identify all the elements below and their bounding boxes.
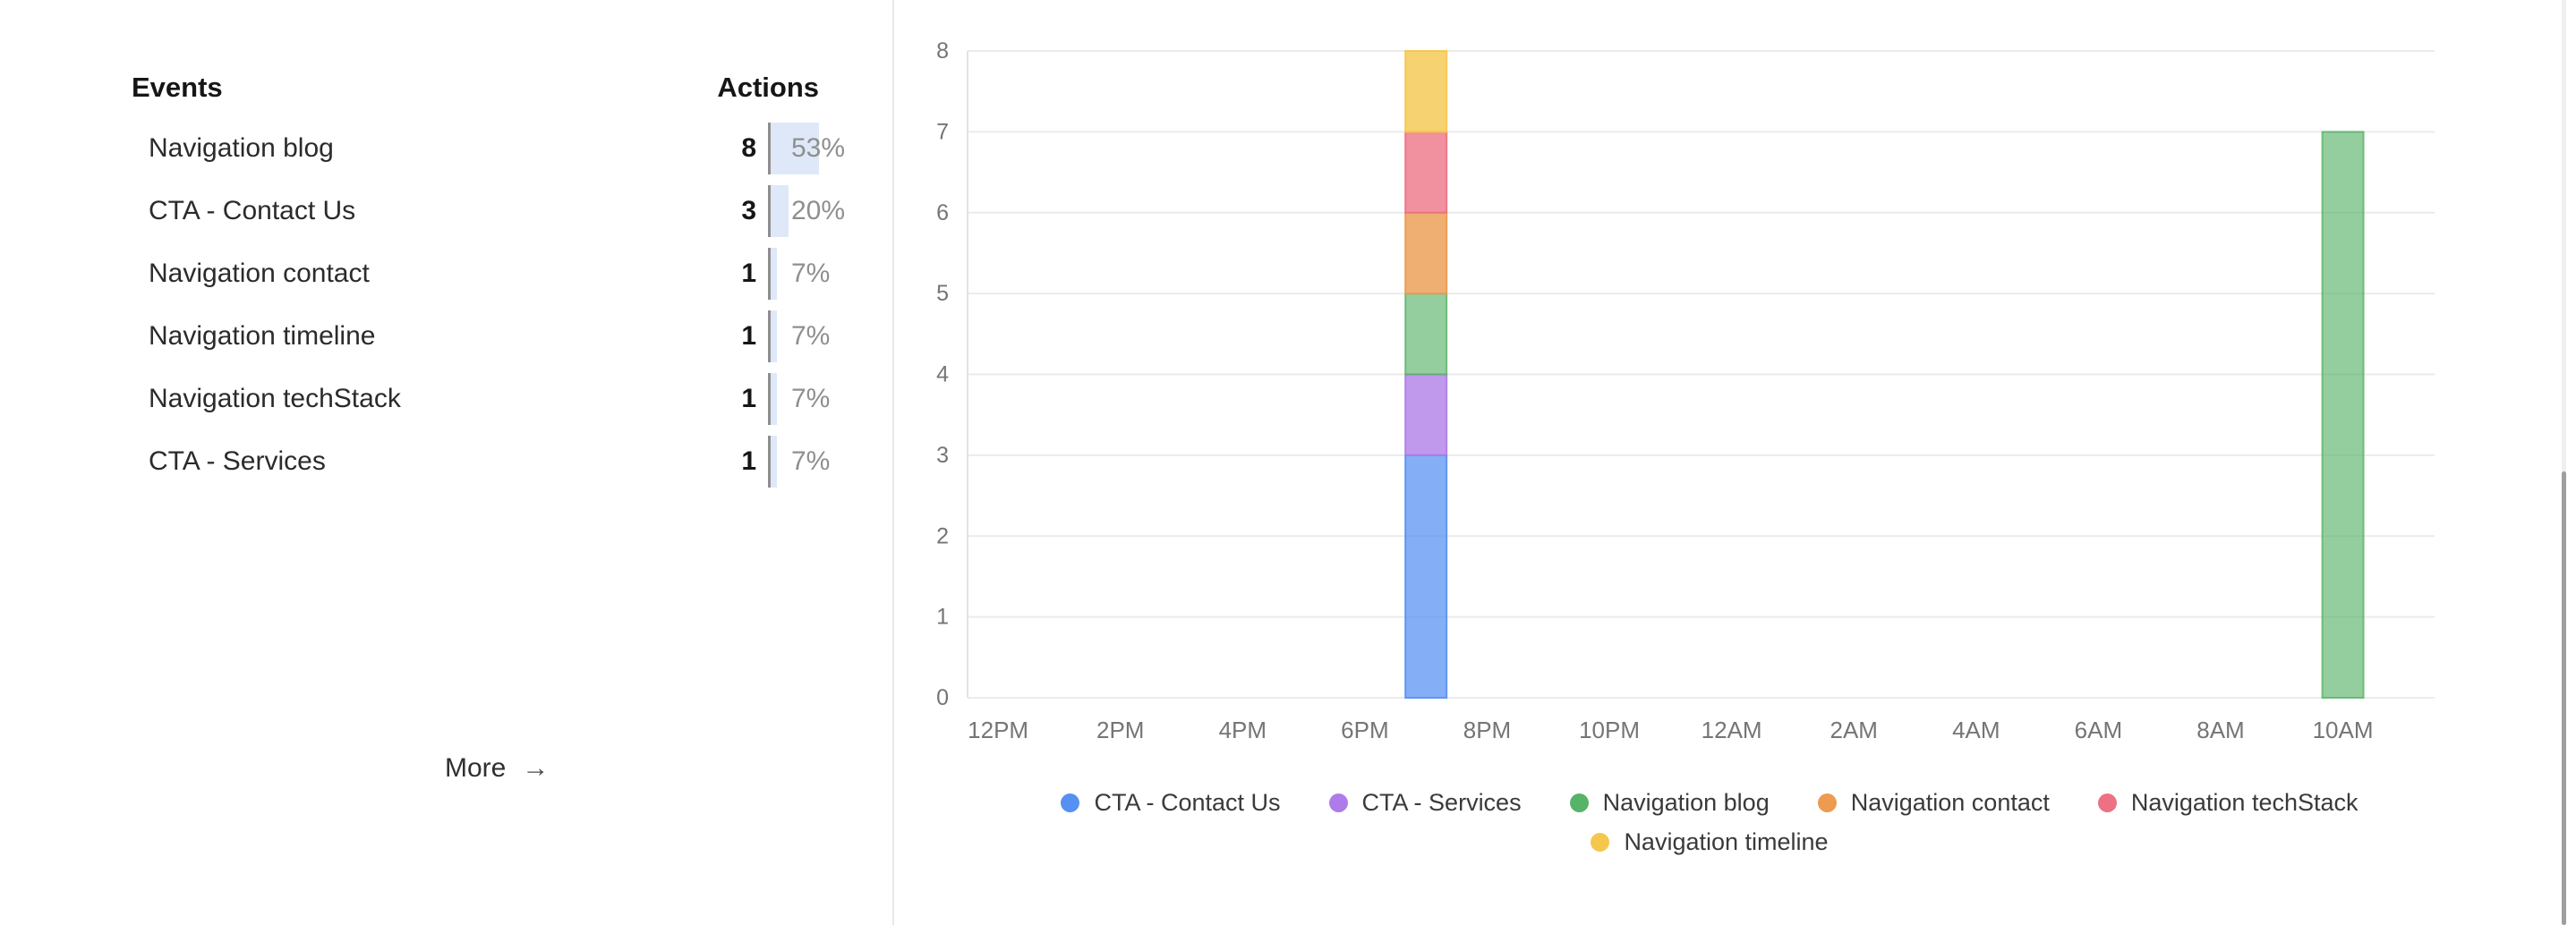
table-row: Navigation contact 1 7%	[132, 247, 848, 301]
actions-column-header: Actions	[717, 72, 819, 103]
event-name: CTA - Contact Us	[149, 196, 356, 225]
legend-label: Navigation techStack	[2130, 788, 2358, 816]
event-name: Navigation contact	[149, 259, 370, 288]
percent-bar-track: 7%	[768, 373, 851, 425]
table-row: Navigation techStack 1 7%	[132, 372, 848, 426]
x-axis-tick-label: 8AM	[2196, 717, 2244, 743]
event-name: Navigation techStack	[149, 384, 401, 413]
scrollbar-thumb[interactable]	[2562, 471, 2566, 925]
legend-item[interactable]: Navigation blog	[1569, 784, 1770, 821]
y-axis-tick-label: 7	[936, 119, 949, 144]
chart-legend: CTA - Contact Us CTA - Services Navigation…	[949, 784, 2470, 861]
x-axis-tick-label: 12AM	[1702, 717, 1762, 743]
table-row: CTA - Services 1 7%	[132, 435, 848, 488]
event-name: Navigation blog	[149, 133, 334, 163]
percent-bar	[771, 373, 777, 425]
more-label: More	[445, 753, 507, 783]
percent-bar	[771, 248, 777, 300]
percent-bar-track: 7%	[768, 248, 851, 300]
event-name: CTA - Services	[149, 446, 326, 476]
event-percent: 7%	[791, 384, 831, 413]
bar-segment	[1404, 131, 1448, 214]
legend-item[interactable]: Navigation contact	[1817, 784, 2050, 821]
y-axis-tick-label: 3	[936, 443, 949, 468]
event-percent: 7%	[791, 321, 831, 351]
more-link[interactable]: More →	[445, 753, 549, 784]
event-count: 8	[741, 133, 756, 163]
bar-segment	[2321, 131, 2365, 699]
y-axis-tick-label: 6	[936, 200, 949, 225]
legend-label: Navigation blog	[1602, 788, 1770, 816]
bar-segment	[1404, 211, 1448, 295]
legend-label: CTA - Services	[1361, 788, 1522, 816]
bar-segment	[1404, 50, 1448, 133]
events-by-time-stacked-bar-chart: 0 1 2 3 4 5 6 7 8 12PM 2PM 4PM 6PM 8PM 10PM 12AM 2AM 4AM 6…	[936, 38, 2435, 743]
x-axis-tick-label: 12PM	[968, 717, 1028, 743]
arrow-right-icon: →	[522, 753, 550, 783]
percent-bar-track: 20%	[768, 185, 851, 237]
event-percent: 20%	[791, 196, 846, 225]
percent-bar-track: 53%	[768, 123, 851, 174]
y-axis-tick-label: 8	[936, 38, 949, 64]
x-axis-tick-label: 10PM	[1579, 717, 1640, 743]
y-axis-tick-label: 1	[936, 605, 949, 630]
scrollbar-track[interactable]	[2562, 0, 2566, 925]
legend-dot-icon	[1328, 793, 1348, 812]
percent-bar	[771, 123, 819, 174]
x-axis-tick-label: 8PM	[1463, 717, 1511, 743]
x-axis-tick-label: 2AM	[1830, 717, 1877, 743]
event-percent: 53%	[791, 133, 846, 163]
legend-dot-icon	[1591, 832, 1610, 852]
panel-divider	[892, 0, 894, 925]
y-axis-tick-label: 4	[936, 362, 949, 387]
event-count: 1	[741, 321, 756, 351]
y-axis-tick-label: 0	[936, 685, 949, 710]
legend-dot-icon	[2097, 793, 2117, 812]
event-count: 3	[741, 196, 756, 225]
legend-dot-icon	[1569, 793, 1589, 812]
table-row: Navigation timeline 1 7%	[132, 310, 848, 363]
percent-bar	[771, 185, 789, 237]
legend-label: CTA - Contact Us	[1094, 788, 1281, 816]
event-percent: 7%	[791, 259, 831, 288]
table-row: Navigation blog 8 53%	[132, 122, 848, 175]
percent-bar	[771, 310, 777, 362]
x-axis-tick-label: 6PM	[1341, 717, 1388, 743]
event-count: 1	[741, 446, 756, 476]
event-percent: 7%	[791, 446, 831, 476]
y-axis-tick-label: 2	[936, 523, 949, 548]
bar-segment	[1404, 373, 1448, 456]
events-column-header: Events	[132, 72, 223, 103]
legend-dot-icon	[1061, 793, 1080, 812]
x-axis-tick-label: 6AM	[2075, 717, 2122, 743]
y-axis-tick-label: 5	[936, 281, 949, 306]
bar-segment	[1404, 293, 1448, 376]
legend-dot-icon	[1817, 793, 1837, 812]
x-axis-tick-label: 4AM	[1952, 717, 2000, 743]
event-count: 1	[741, 384, 756, 413]
x-axis-tick-label: 2PM	[1096, 717, 1144, 743]
x-axis-tick-label: 10AM	[2313, 717, 2374, 743]
x-axis-tick-label: 4PM	[1219, 717, 1267, 743]
bar-segment	[1404, 454, 1448, 699]
percent-bar-track: 7%	[768, 436, 851, 488]
event-count: 1	[741, 259, 756, 288]
table-row: CTA - Contact Us 3 20%	[132, 184, 848, 238]
percent-bar-track: 7%	[768, 310, 851, 362]
legend-item[interactable]: Navigation techStack	[2097, 784, 2358, 821]
percent-bar	[771, 436, 777, 488]
legend-item[interactable]: CTA - Contact Us	[1061, 784, 1281, 821]
legend-label: Navigation timeline	[1624, 827, 1829, 855]
legend-label: Navigation contact	[1850, 788, 2050, 816]
legend-item[interactable]: Navigation timeline	[1591, 823, 1829, 861]
event-name: Navigation timeline	[149, 321, 376, 351]
legend-item[interactable]: CTA - Services	[1328, 784, 1522, 821]
